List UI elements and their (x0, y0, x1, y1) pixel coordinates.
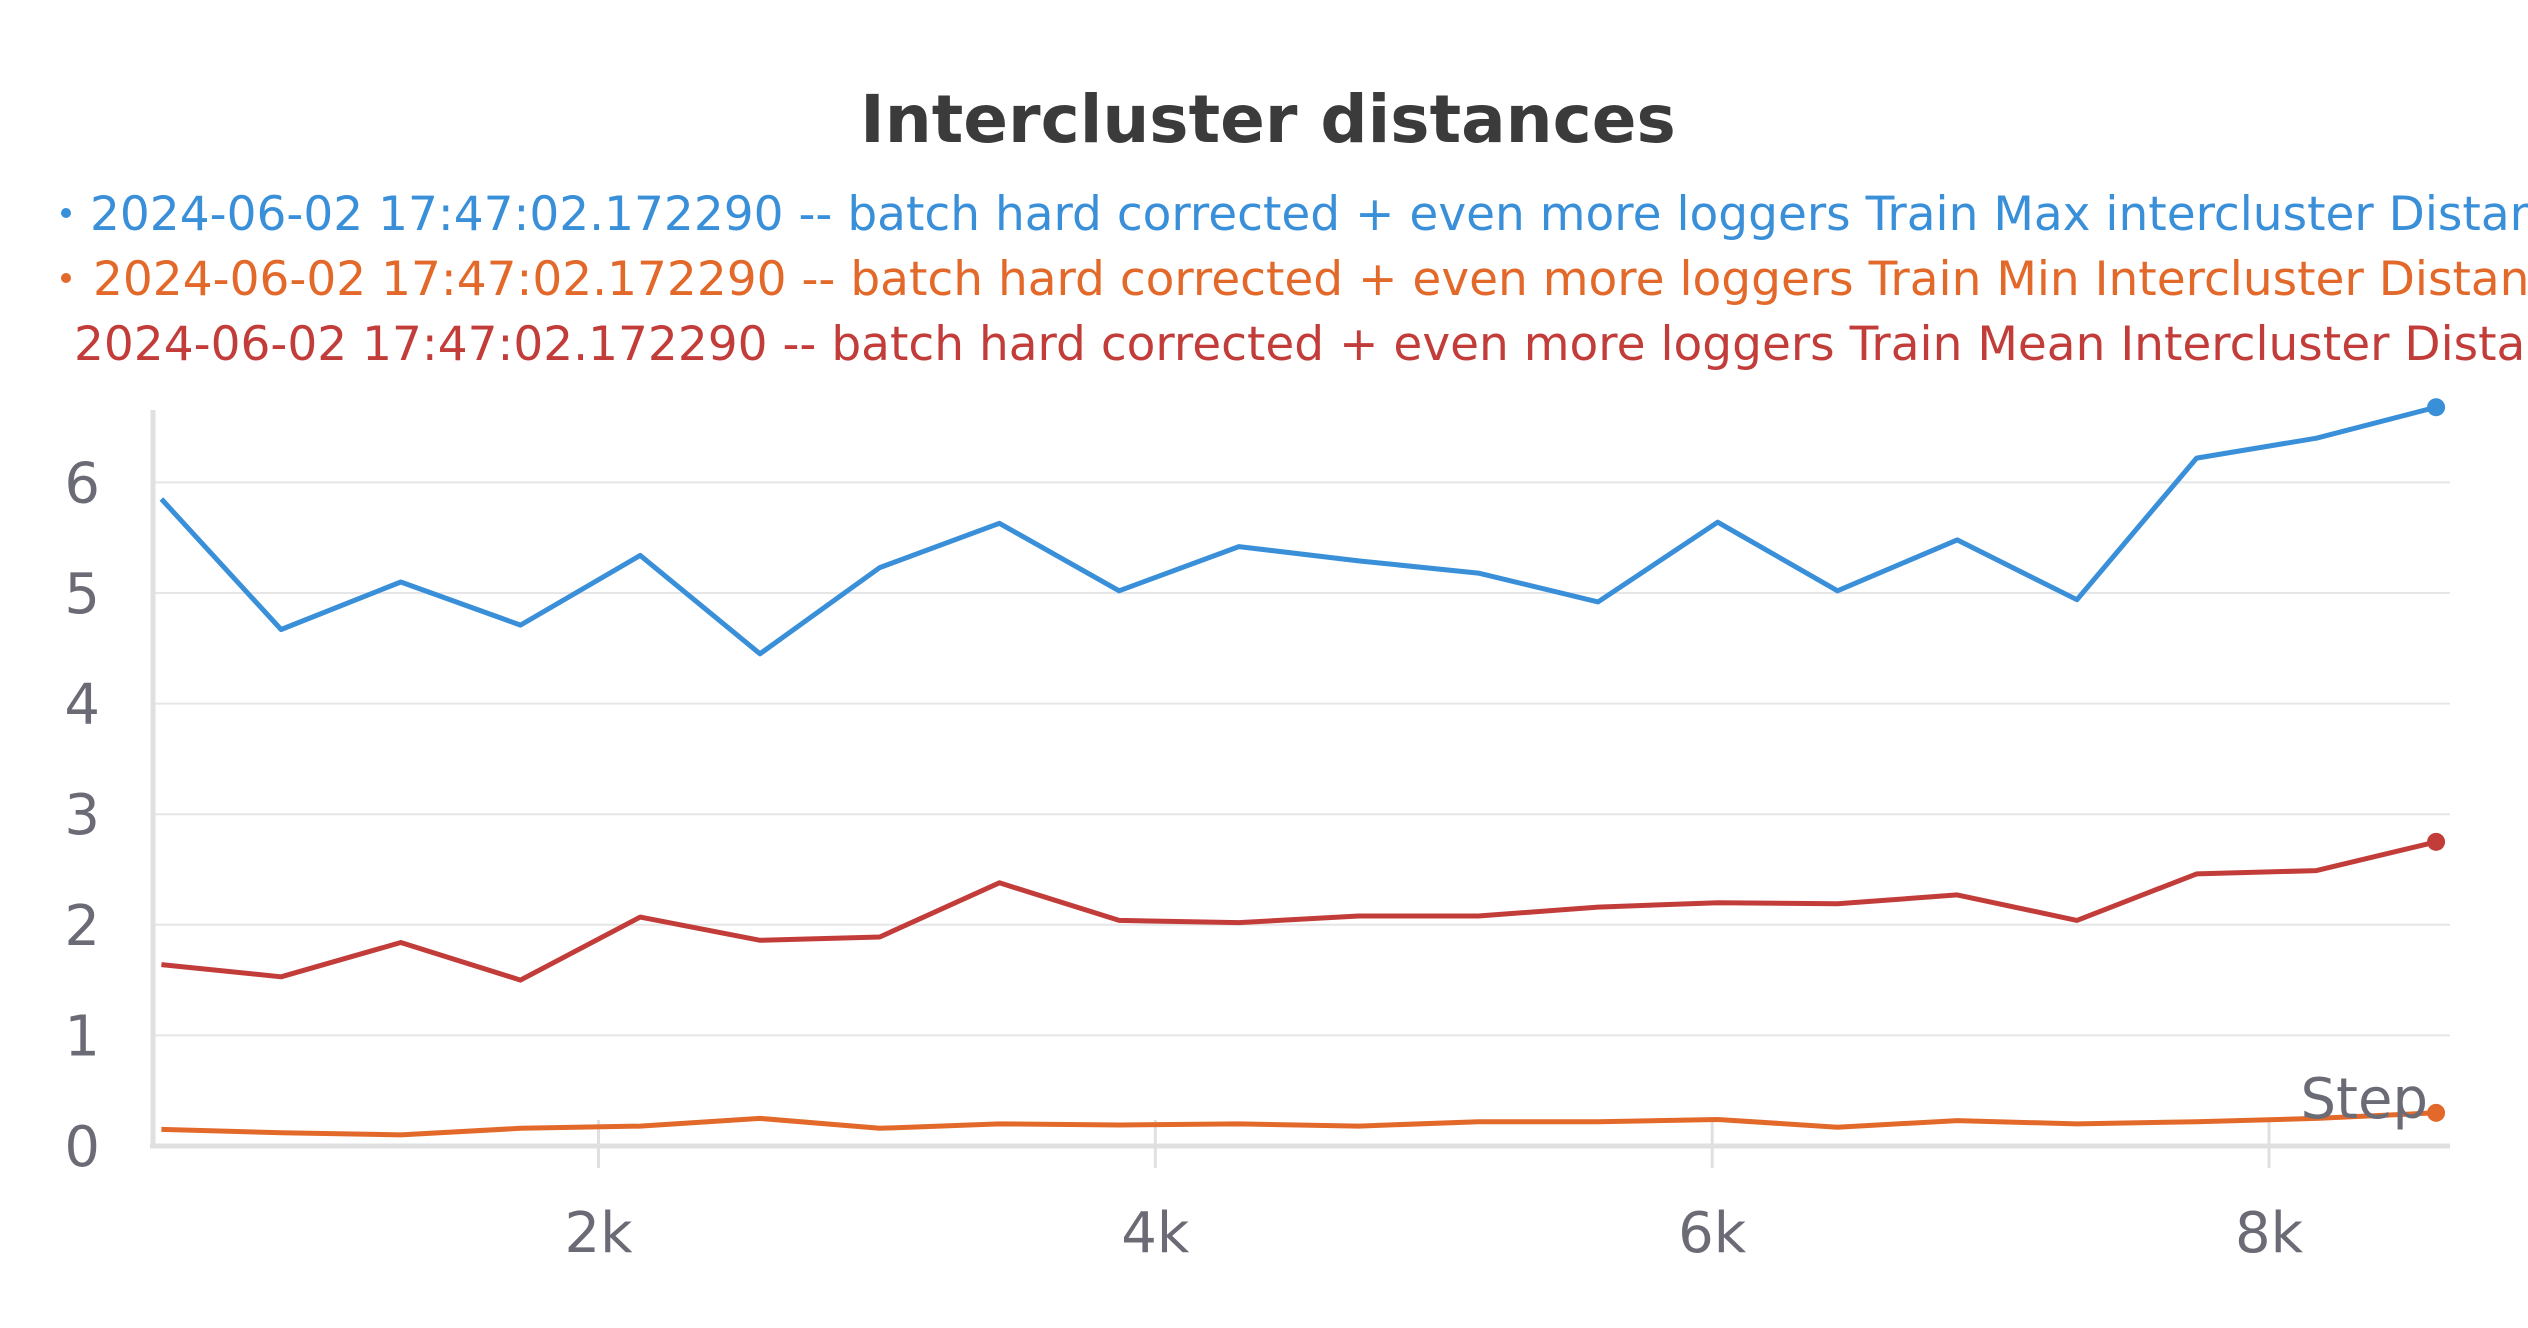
series-line-mean-end-point (2427, 832, 2446, 851)
y-tick-label: 4 (64, 673, 100, 738)
y-tick-label: 6 (64, 451, 100, 516)
x-tick-label: 4k (1121, 1201, 1190, 1266)
y-tick-label: 1 (64, 1004, 100, 1069)
x-tick-label: 6k (1678, 1201, 1747, 1266)
series-line-min-end-point (2427, 1103, 2446, 1122)
x-axis-label: Step (2300, 1067, 2428, 1132)
legend-marker-max (61, 208, 71, 218)
series-line-max-end-point (2427, 398, 2446, 417)
y-tick-label: 0 (64, 1115, 100, 1180)
chart-title: Intercluster distances (860, 81, 1676, 158)
series-end-points (2427, 398, 2446, 1122)
x-tick-label: 8k (2235, 1201, 2304, 1266)
legend: 2024-06-02 17:47:02.172290 -- batch hard… (61, 187, 2528, 372)
y-axis-ticks: 0 1 2 3 4 5 6 (64, 451, 100, 1180)
y-tick-label: 2 (64, 894, 100, 959)
legend-entry-mean: 2024-06-02 17:47:02.172290 -- batch hard… (74, 317, 2528, 372)
gridlines (153, 481, 2450, 1037)
legend-marker-min (61, 273, 71, 283)
y-tick-label: 3 (64, 783, 100, 848)
series-line-max (159, 404, 2437, 657)
x-tick-label: 2k (564, 1201, 633, 1266)
legend-entry-max: 2024-06-02 17:47:02.172290 -- batch hard… (90, 187, 2528, 242)
y-tick-label: 5 (64, 562, 100, 627)
series-line-mean (161, 839, 2437, 983)
x-axis-ticks: 2k 4k 6k 8k (564, 1120, 2304, 1266)
series-lines (159, 404, 2437, 1138)
legend-entry-min: 2024-06-02 17:47:02.172290 -- batch hard… (93, 252, 2528, 307)
series-line-min (161, 1110, 2437, 1138)
